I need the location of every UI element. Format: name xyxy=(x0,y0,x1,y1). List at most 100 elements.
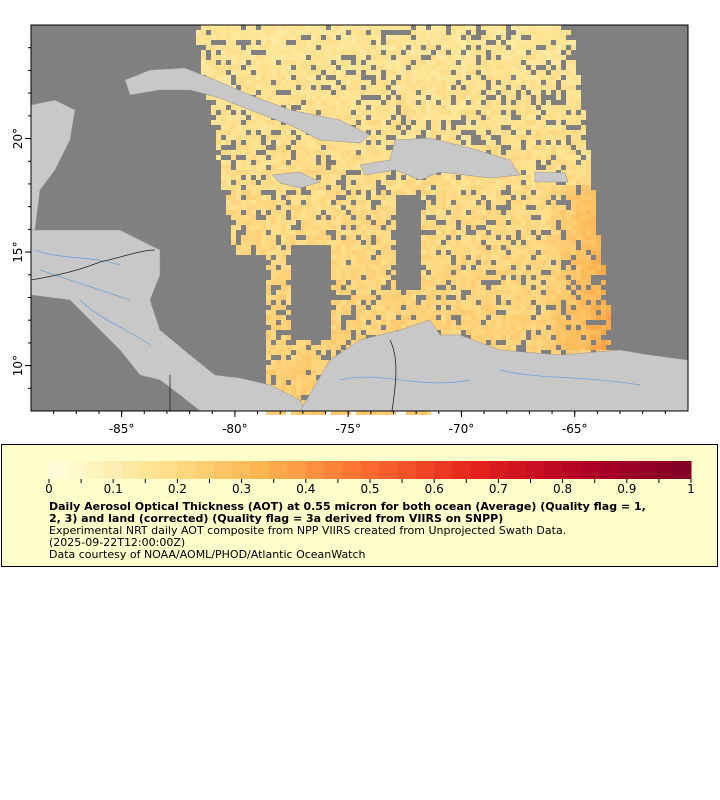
aot-cell xyxy=(296,190,301,195)
aot-cell xyxy=(526,235,531,240)
aot-cell xyxy=(536,55,541,60)
aot-cell xyxy=(571,330,576,335)
aot-cell xyxy=(371,320,376,325)
aot-cell xyxy=(226,125,231,130)
aot-cell xyxy=(286,245,291,250)
aot-cell xyxy=(576,300,581,305)
aot-cell xyxy=(306,80,311,85)
aot-cell xyxy=(436,60,441,65)
aot-cell xyxy=(371,185,376,190)
aot-cell xyxy=(436,255,441,260)
aot-cell xyxy=(206,35,211,40)
aot-cell xyxy=(381,215,386,220)
aot-cell xyxy=(461,210,466,215)
aot-cell xyxy=(331,25,336,30)
aot-cell xyxy=(521,200,526,205)
aot-cell xyxy=(366,145,371,150)
aot-cell xyxy=(496,25,501,30)
aot-cell xyxy=(526,250,531,255)
aot-cell xyxy=(426,115,431,120)
aot-cell xyxy=(606,340,611,345)
aot-cell xyxy=(406,75,411,80)
aot-cell xyxy=(276,45,281,50)
aot-cell xyxy=(531,195,536,200)
aot-cell xyxy=(466,190,471,195)
aot-cell xyxy=(486,145,491,150)
aot-cell xyxy=(271,215,276,220)
aot-cell xyxy=(236,185,241,190)
aot-cell xyxy=(506,175,511,180)
aot-cell xyxy=(246,245,251,250)
aot-cell xyxy=(316,35,321,40)
aot-cell xyxy=(546,110,551,115)
aot-cell xyxy=(441,25,446,30)
aot-cell xyxy=(331,335,336,340)
aot-cell xyxy=(406,115,411,120)
aot-cell xyxy=(246,165,251,170)
aot-cell xyxy=(526,85,531,90)
aot-cell xyxy=(481,60,486,65)
aot-cell xyxy=(451,290,456,295)
aot-cell xyxy=(456,100,461,105)
aot-cell xyxy=(271,310,276,315)
aot-cell xyxy=(381,330,386,335)
aot-cell xyxy=(301,55,306,60)
aot-cell xyxy=(376,290,381,295)
aot-cell xyxy=(376,145,381,150)
aot-cell xyxy=(491,140,496,145)
aot-cell xyxy=(291,365,296,370)
aot-cell xyxy=(596,265,601,270)
aot-cell xyxy=(356,50,361,55)
aot-cell xyxy=(596,290,601,295)
aot-cell xyxy=(266,115,271,120)
aot-cell xyxy=(256,115,261,120)
aot-cell xyxy=(266,310,271,315)
aot-cell xyxy=(311,105,316,110)
aot-cell xyxy=(576,215,581,220)
aot-cell xyxy=(331,285,336,290)
aot-cell xyxy=(571,165,576,170)
aot-cell xyxy=(266,375,271,380)
aot-cell xyxy=(456,230,461,235)
aot-cell xyxy=(201,70,206,75)
aot-cell xyxy=(536,340,541,345)
aot-cell xyxy=(271,350,276,355)
aot-cell xyxy=(381,140,386,145)
aot-cell xyxy=(486,265,491,270)
aot-cell xyxy=(481,315,486,320)
aot-cell xyxy=(456,105,461,110)
aot-cell xyxy=(491,315,496,320)
aot-cell xyxy=(341,310,346,315)
aot-cell xyxy=(521,130,526,135)
aot-cell xyxy=(296,100,301,105)
aot-cell xyxy=(521,225,526,230)
aot-cell xyxy=(426,240,431,245)
aot-cell xyxy=(361,80,366,85)
aot-cell xyxy=(406,190,411,195)
aot-cell xyxy=(276,150,281,155)
aot-cell xyxy=(536,155,541,160)
aot-cell xyxy=(456,195,461,200)
aot-cell xyxy=(296,365,301,370)
aot-cell xyxy=(446,75,451,80)
aot-cell xyxy=(301,160,306,165)
aot-cell xyxy=(591,260,596,265)
aot-cell xyxy=(351,340,356,345)
aot-cell xyxy=(566,100,571,105)
aot-cell xyxy=(446,200,451,205)
aot-cell xyxy=(381,230,386,235)
aot-cell xyxy=(361,310,366,315)
aot-cell xyxy=(226,115,231,120)
aot-cell xyxy=(386,230,391,235)
aot-cell xyxy=(246,125,251,130)
aot-cell xyxy=(376,300,381,305)
aot-cell xyxy=(481,220,486,225)
aot-cell xyxy=(281,50,286,55)
aot-cell xyxy=(531,85,536,90)
aot-cell xyxy=(446,55,451,60)
aot-cell xyxy=(281,215,286,220)
aot-cell xyxy=(266,75,271,80)
aot-cell xyxy=(551,350,556,355)
aot-cell xyxy=(446,300,451,305)
aot-cell xyxy=(441,255,446,260)
